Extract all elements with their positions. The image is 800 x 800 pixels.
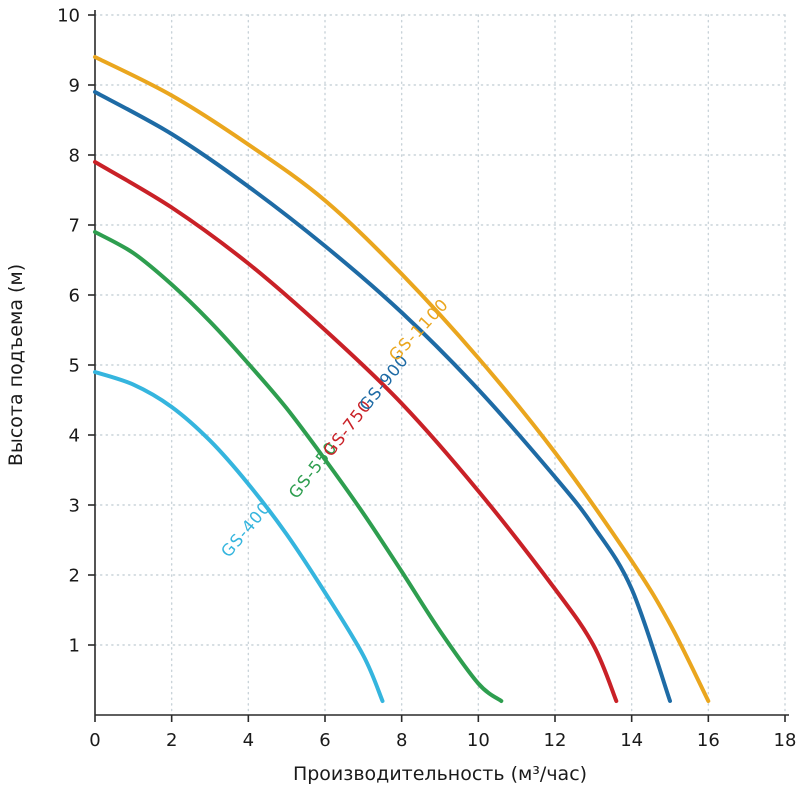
axes [88,10,789,722]
curve-gs-400 [93,370,385,703]
curves [93,55,711,703]
x-tick-label: 12 [544,730,567,751]
x-tick-label: 16 [697,730,720,751]
x-tick-label: 6 [319,730,330,751]
curve-gs-1100 [93,55,711,703]
y-tick-label: 10 [57,6,80,27]
x-tick-label: 18 [774,730,797,751]
curve-gs-750 [93,160,619,703]
curve-gs-900 [93,90,672,703]
y-tick-label: 9 [69,76,80,97]
x-tick-label: 10 [467,730,490,751]
y-tick-label: 4 [69,426,80,447]
y-tick-label: 3 [69,496,80,517]
x-tick-label: 0 [89,730,100,751]
y-axis-title: Высота подъема (м) [5,264,27,466]
y-tick-label: 7 [69,216,80,237]
x-tick-label: 4 [243,730,254,751]
x-tick-label: 14 [620,730,643,751]
grid [94,14,786,716]
curve-gs-550 [93,230,504,703]
y-tick-label: 8 [69,146,80,167]
curve-label-gs-400: GS-400 [217,498,274,561]
y-tick-label: 6 [69,286,80,307]
x-axis-title: Производительность (м³/час) [293,763,587,785]
x-tick-label: 2 [166,730,177,751]
y-tick-label: 5 [69,356,80,377]
y-tick-label: 1 [69,636,80,657]
x-tick-label: 8 [396,730,407,751]
y-tick-label: 2 [69,566,80,587]
